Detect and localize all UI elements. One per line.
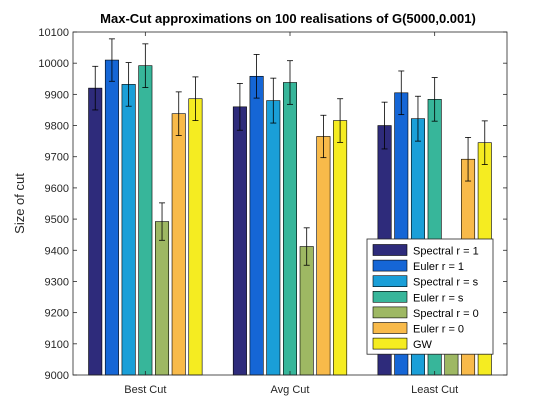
legend-entry: Spectral r = 0 bbox=[413, 308, 479, 320]
legend-entry: Euler r = 1 bbox=[413, 261, 464, 273]
y-tick-label: 10000 bbox=[38, 58, 69, 70]
y-tick-label: 9800 bbox=[45, 121, 69, 133]
bar bbox=[88, 87, 103, 376]
y-tick-label: 9100 bbox=[45, 339, 69, 351]
y-tick-label: 10100 bbox=[38, 27, 69, 39]
legend-entry: Euler r = 0 bbox=[413, 324, 464, 336]
bar bbox=[266, 100, 281, 376]
x-tick-label: Avg Cut bbox=[271, 384, 310, 396]
bar bbox=[121, 84, 136, 376]
axes-group: Best Cut Avg Cut Least Cut 9000 9100 9200 9300… bbox=[38, 27, 508, 396]
y-tick-label: 9900 bbox=[45, 89, 69, 101]
legend-entry: Spectral r = s bbox=[413, 277, 479, 289]
bar bbox=[249, 75, 264, 376]
legend-entry: GW bbox=[413, 339, 433, 351]
legend: Spectral r = 1 Euler r = 1 Spectral r = s E… bbox=[366, 238, 494, 355]
bar bbox=[138, 65, 153, 376]
bar bbox=[299, 246, 314, 376]
bar bbox=[333, 120, 348, 376]
legend-swatch bbox=[372, 275, 408, 288]
y-tick-label: 9700 bbox=[45, 152, 69, 164]
y-tick-label: 9600 bbox=[45, 183, 69, 195]
bar bbox=[232, 106, 247, 376]
legend-swatch bbox=[372, 290, 408, 303]
y-tick-label: 9300 bbox=[45, 276, 69, 288]
legend-entry: Euler r = s bbox=[413, 292, 464, 304]
legend-swatch bbox=[372, 322, 408, 334]
x-tick-label: Best Cut bbox=[124, 384, 166, 396]
y-tick-label: 9200 bbox=[45, 308, 69, 320]
bar bbox=[155, 221, 170, 376]
bar bbox=[188, 98, 203, 376]
y-axis-label: Size of cut bbox=[12, 173, 27, 234]
y-tick-label: 9000 bbox=[45, 370, 69, 382]
legend-swatch bbox=[372, 306, 408, 319]
legend-swatch bbox=[372, 259, 408, 272]
y-tick-label: 9500 bbox=[45, 214, 69, 226]
bar bbox=[282, 82, 297, 376]
legend-swatch bbox=[372, 337, 408, 350]
legend-entry: Spectral r = 1 bbox=[413, 246, 479, 258]
chart-title: Max-Cut approximations on 100 realisatio… bbox=[100, 11, 476, 26]
y-tick-label: 9400 bbox=[45, 245, 69, 257]
legend-swatch bbox=[372, 244, 408, 256]
bar bbox=[171, 113, 186, 376]
bar bbox=[316, 136, 331, 376]
x-tick-label: Least Cut bbox=[411, 384, 458, 396]
bar bbox=[104, 59, 119, 376]
